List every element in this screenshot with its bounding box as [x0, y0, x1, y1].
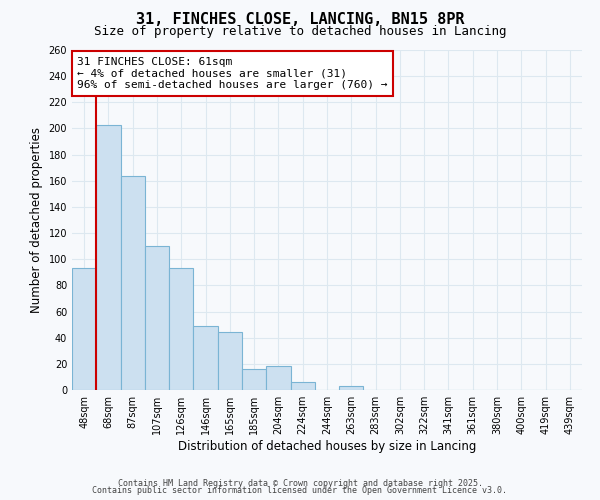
Bar — [72, 268, 96, 390]
Bar — [266, 366, 290, 390]
Bar — [339, 386, 364, 390]
Bar — [218, 332, 242, 390]
Bar — [193, 326, 218, 390]
Bar — [121, 176, 145, 390]
Y-axis label: Number of detached properties: Number of detached properties — [30, 127, 43, 313]
Bar — [169, 268, 193, 390]
Bar — [145, 246, 169, 390]
Bar — [290, 382, 315, 390]
X-axis label: Distribution of detached houses by size in Lancing: Distribution of detached houses by size … — [178, 440, 476, 453]
Text: Contains public sector information licensed under the Open Government Licence v3: Contains public sector information licen… — [92, 486, 508, 495]
Text: 31, FINCHES CLOSE, LANCING, BN15 8PR: 31, FINCHES CLOSE, LANCING, BN15 8PR — [136, 12, 464, 28]
Text: Contains HM Land Registry data © Crown copyright and database right 2025.: Contains HM Land Registry data © Crown c… — [118, 478, 482, 488]
Bar — [96, 124, 121, 390]
Text: 31 FINCHES CLOSE: 61sqm
← 4% of detached houses are smaller (31)
96% of semi-det: 31 FINCHES CLOSE: 61sqm ← 4% of detached… — [77, 57, 388, 90]
Text: Size of property relative to detached houses in Lancing: Size of property relative to detached ho… — [94, 25, 506, 38]
Bar — [242, 369, 266, 390]
